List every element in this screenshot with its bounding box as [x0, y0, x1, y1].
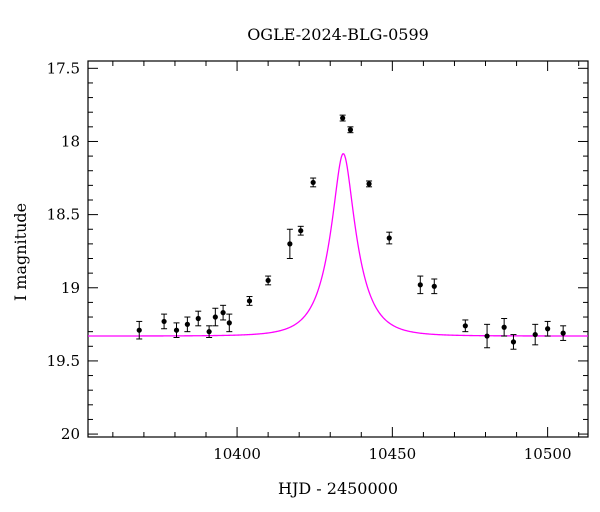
- x-tick-label: 10450: [368, 445, 416, 463]
- data-point: [287, 241, 293, 247]
- data-point: [220, 310, 226, 316]
- data-point: [265, 277, 271, 284]
- data-point: [246, 298, 253, 304]
- data-point: [417, 282, 423, 288]
- y-tick-label: 18: [61, 132, 80, 150]
- data-point: [484, 333, 490, 339]
- data-point: [298, 228, 304, 234]
- plot-frame: [87, 60, 589, 438]
- data-point: [212, 314, 218, 320]
- data-point: [366, 181, 372, 187]
- y-tick-label: 19.5: [47, 352, 80, 370]
- data-point: [136, 327, 142, 333]
- chart-title: OGLE-2024-BLG-0599: [247, 25, 429, 44]
- data-point: [184, 321, 190, 327]
- data-point: [560, 330, 566, 336]
- data-point: [173, 327, 180, 333]
- y-tick-label: 19: [61, 279, 80, 297]
- y-tick-label: 20: [61, 425, 80, 443]
- y-axis-title: I magnitude: [11, 203, 30, 301]
- y-tick-label: 18.5: [47, 206, 80, 224]
- data-point: [510, 339, 517, 345]
- y-tick-label: 17.5: [47, 59, 80, 77]
- data-point: [347, 127, 354, 133]
- x-axis-title: HJD - 2450000: [278, 479, 398, 498]
- data-point: [501, 324, 507, 330]
- data-point: [226, 320, 232, 326]
- data-point: [206, 329, 212, 335]
- data-point: [386, 235, 392, 241]
- model-curve: [88, 152, 588, 337]
- data-point: [310, 179, 316, 186]
- data-point: [462, 323, 468, 329]
- data-point: [431, 283, 437, 289]
- plot-area: 10400 10450 10500 17.5 18 18.5 19 19.5 20: [47, 59, 589, 463]
- data-point: [161, 318, 167, 325]
- data-point: [195, 315, 201, 322]
- x-tick-label: 10400: [213, 445, 261, 463]
- x-tick-label: 10500: [524, 445, 572, 463]
- data-point: [532, 331, 538, 338]
- data-point: [340, 115, 346, 121]
- data-point: [545, 326, 551, 332]
